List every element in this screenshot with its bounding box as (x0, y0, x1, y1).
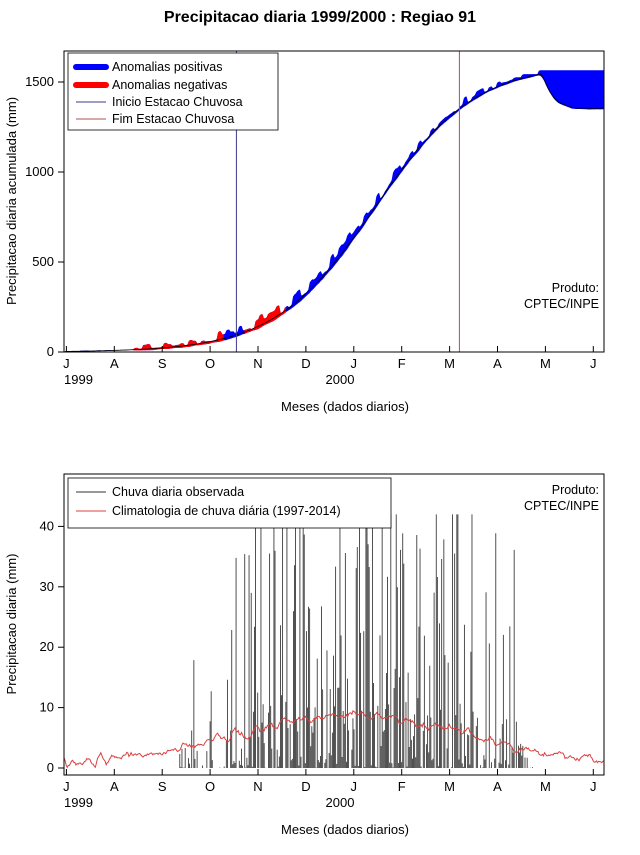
svg-text:A: A (110, 356, 119, 371)
svg-text:Anomalias negativas: Anomalias negativas (112, 78, 227, 92)
svg-text:J: J (590, 779, 597, 794)
svg-text:1000: 1000 (25, 164, 54, 179)
svg-text:J: J (590, 356, 597, 371)
svg-text:F: F (398, 779, 406, 794)
svg-text:M: M (540, 779, 551, 794)
svg-text:A: A (493, 356, 502, 371)
svg-text:Meses (dados diarios): Meses (dados diarios) (281, 822, 409, 837)
svg-text:0: 0 (47, 760, 54, 775)
svg-text:30: 30 (40, 579, 54, 594)
svg-text:S: S (158, 356, 167, 371)
svg-text:Precipitacao diaria acumulada: Precipitacao diaria acumulada (mm) (4, 97, 19, 305)
svg-text:40: 40 (40, 518, 54, 533)
svg-text:S: S (158, 779, 167, 794)
svg-text:M: M (444, 779, 455, 794)
svg-text:500: 500 (32, 254, 54, 269)
svg-text:Fim Estacao Chuvosa: Fim Estacao Chuvosa (112, 112, 234, 126)
svg-text:J: J (351, 779, 358, 794)
svg-text:O: O (205, 779, 215, 794)
svg-text:1999: 1999 (64, 372, 93, 387)
svg-text:Precipitacao diaria (mm): Precipitacao diaria (mm) (4, 554, 19, 695)
svg-text:10: 10 (40, 700, 54, 715)
svg-text:J: J (63, 779, 70, 794)
svg-text:Chuva diaria observada: Chuva diaria observada (112, 485, 244, 499)
svg-text:Produto:: Produto: (552, 483, 599, 497)
svg-text:A: A (493, 779, 502, 794)
svg-text:CPTEC/INPE: CPTEC/INPE (524, 499, 599, 513)
svg-text:1500: 1500 (25, 74, 54, 89)
svg-text:Climatologia de chuva diária (: Climatologia de chuva diária (1997-2014) (112, 504, 341, 518)
svg-text:1999: 1999 (64, 795, 93, 810)
svg-text:M: M (444, 356, 455, 371)
svg-text:0: 0 (47, 344, 54, 359)
svg-text:N: N (253, 356, 262, 371)
svg-text:CPTEC/INPE: CPTEC/INPE (524, 297, 599, 311)
svg-text:M: M (540, 356, 551, 371)
svg-text:F: F (398, 356, 406, 371)
svg-text:O: O (205, 356, 215, 371)
svg-text:Produto:: Produto: (552, 281, 599, 295)
svg-text:Anomalias positivas: Anomalias positivas (112, 60, 222, 74)
svg-text:D: D (301, 356, 310, 371)
svg-text:20: 20 (40, 639, 54, 654)
svg-text:2000: 2000 (326, 372, 355, 387)
svg-text:N: N (253, 779, 262, 794)
svg-text:J: J (63, 356, 70, 371)
svg-text:2000: 2000 (326, 795, 355, 810)
svg-text:D: D (301, 779, 310, 794)
svg-text:Inicio Estacao Chuvosa: Inicio Estacao Chuvosa (112, 95, 243, 109)
svg-text:A: A (110, 779, 119, 794)
svg-text:J: J (351, 356, 358, 371)
svg-text:Meses (dados diarios): Meses (dados diarios) (281, 399, 409, 414)
svg-text:Precipitacao diaria 1999/2000: Precipitacao diaria 1999/2000 : Regiao 9… (164, 9, 476, 26)
